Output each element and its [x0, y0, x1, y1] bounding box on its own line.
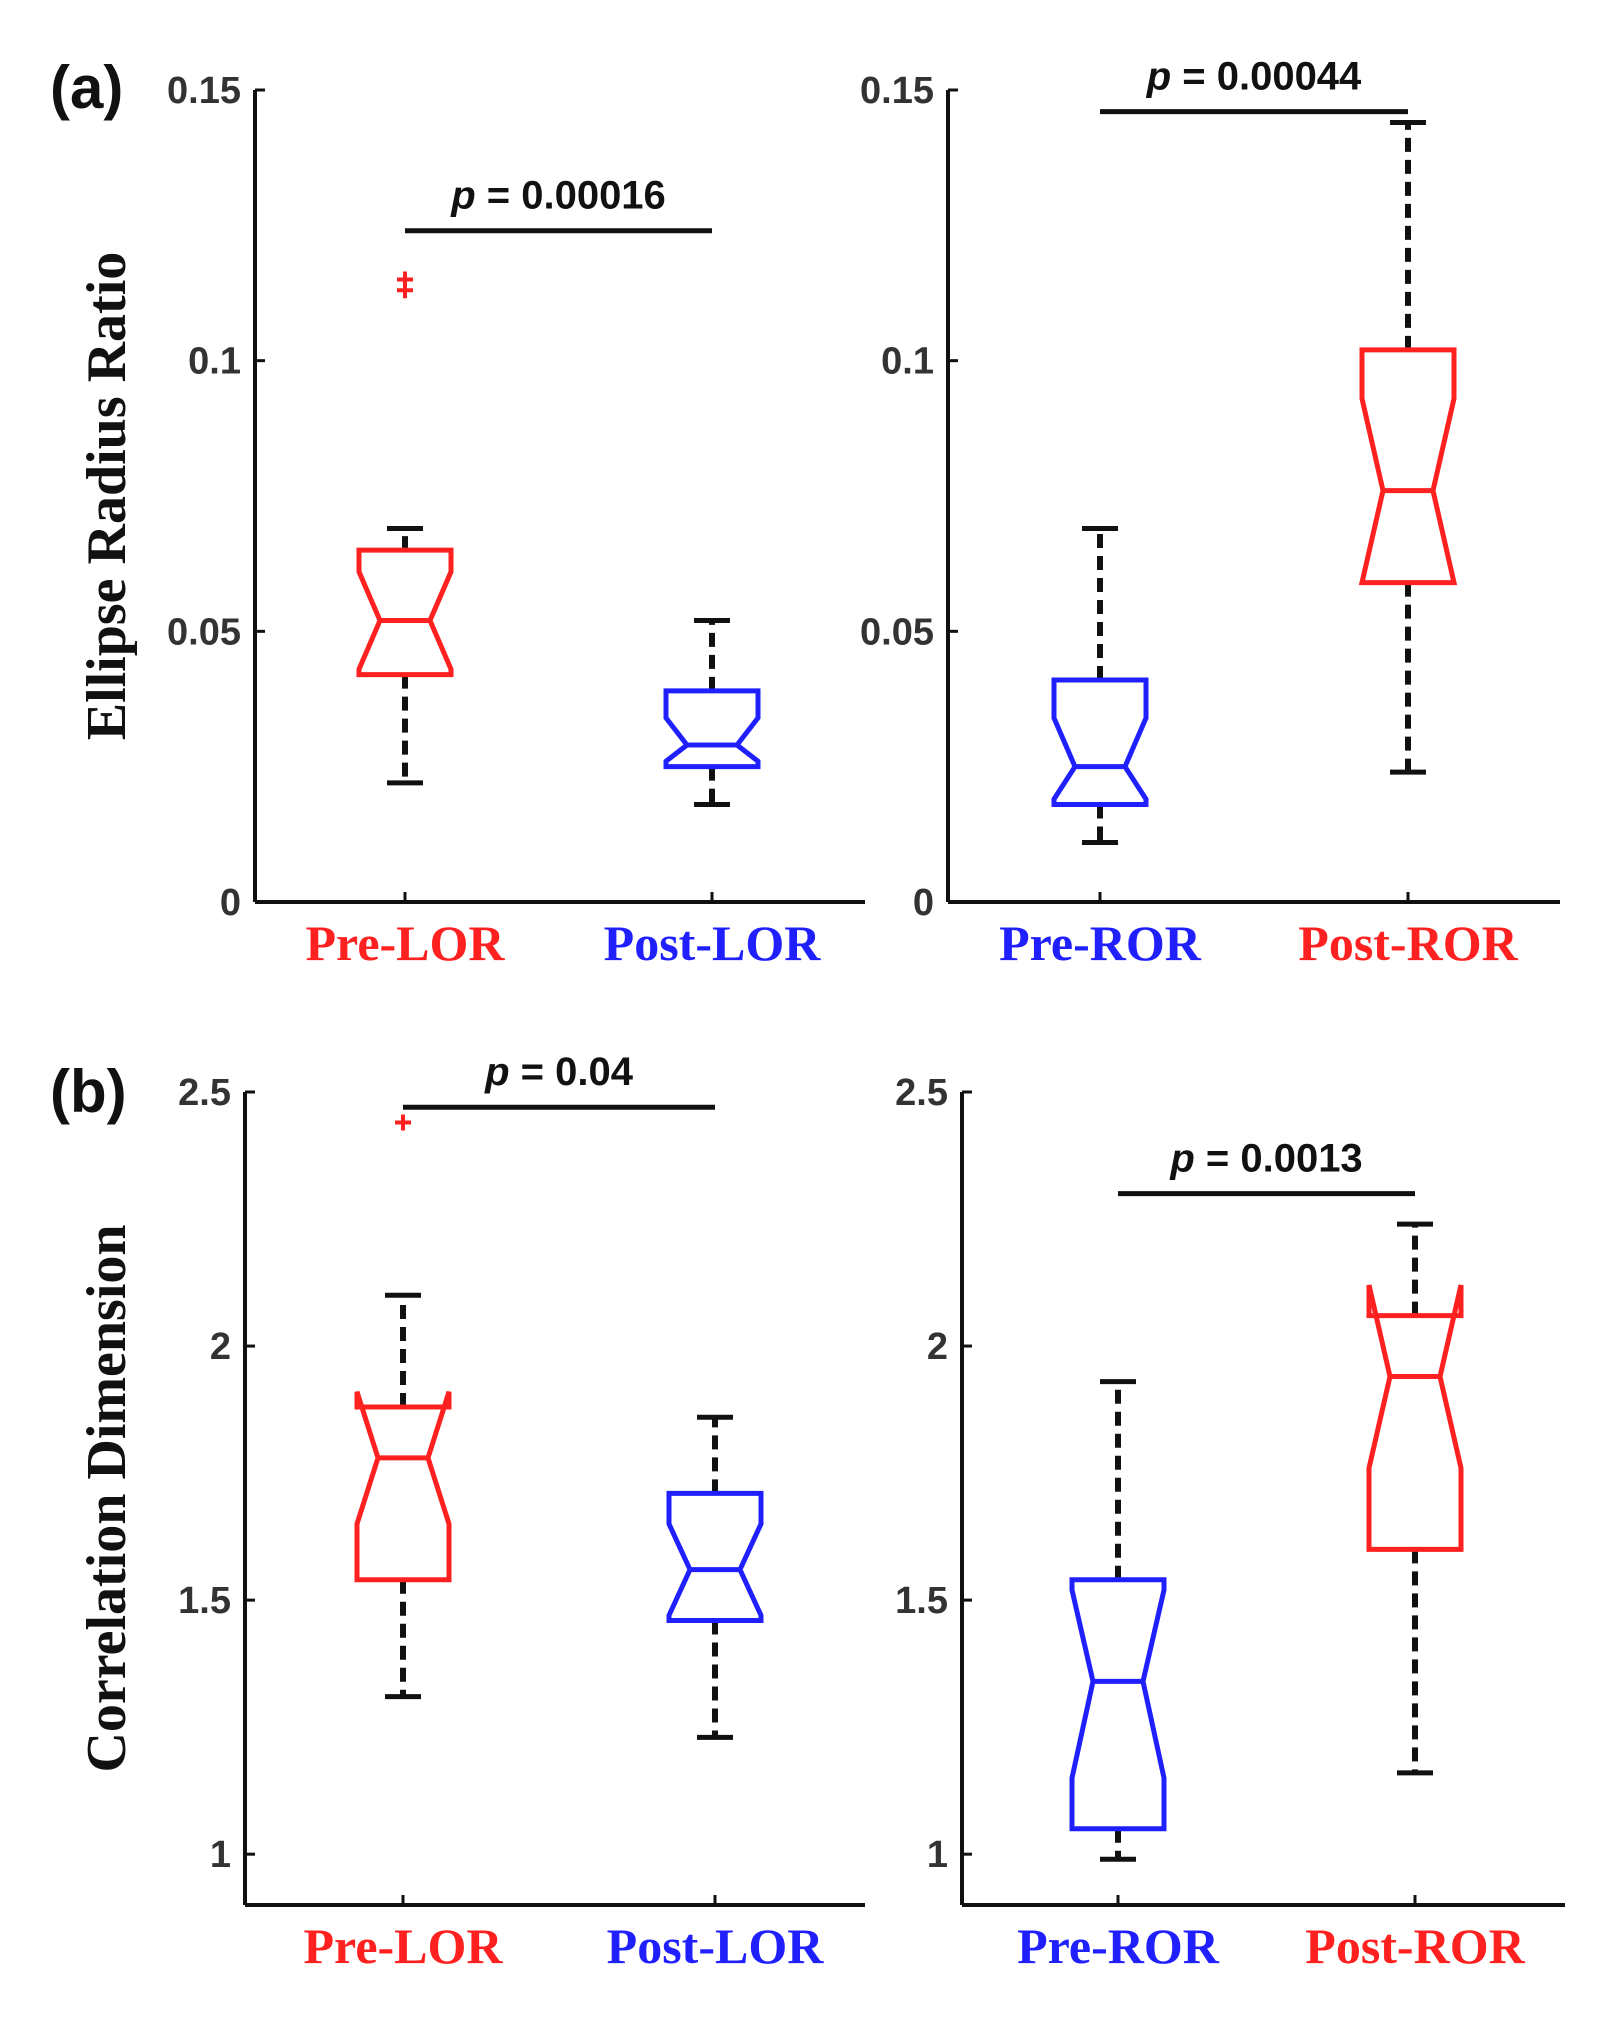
box-pre-lor	[356, 271, 454, 786]
y-tick-label: 2	[210, 1326, 231, 1368]
p-value-label: p = 0.00044	[1146, 55, 1362, 99]
y-tick-label: 1.5	[895, 1580, 948, 1622]
panel-label: (b)	[50, 1058, 127, 1125]
category-label: Pre-LOR	[303, 1918, 503, 1974]
category-label: Post-ROR	[1305, 1918, 1525, 1974]
category-label: Post-ROR	[1298, 915, 1518, 971]
box-post-ror	[1358, 119, 1458, 775]
box-pre-ror	[1051, 525, 1149, 845]
y-tick-label: 0.1	[881, 341, 934, 383]
outlier	[395, 1114, 411, 1131]
box-post-lor	[663, 618, 761, 808]
notched-box	[663, 688, 761, 770]
box-pre-lor	[354, 1114, 452, 1700]
y-tick-label: 0.05	[167, 611, 241, 653]
y-tick-label: 2.5	[895, 1072, 948, 1114]
y-tick-label: 1	[210, 1834, 231, 1876]
y-tick-label: 0.05	[860, 611, 934, 653]
category-label: Post-LOR	[604, 915, 822, 971]
y-tick-label: 0	[220, 882, 241, 924]
category-label: Pre-ROR	[1017, 1918, 1220, 1974]
panel-4: 1 1.5 2 2.5 Pre-ROR Post-ROR p = 0.0013	[895, 1072, 1565, 1974]
p-value-label: p = 0.00016	[450, 174, 666, 218]
notched-box	[1358, 347, 1458, 586]
panel-label: (a)	[50, 54, 123, 121]
notched-box	[354, 1391, 452, 1583]
notched-box	[1069, 1577, 1167, 1832]
y-tick-label: 1.5	[178, 1580, 231, 1622]
category-label: Pre-ROR	[999, 915, 1202, 971]
panel-3: 1 1.5 2 2.5 Pre-LOR Post-LOR p = 0.04 (b) Correl…	[50, 1050, 865, 1974]
y-axis-label: Correlation Dimension	[76, 1224, 138, 1772]
box-post-ror	[1366, 1221, 1464, 1776]
box-post-lor	[666, 1414, 764, 1740]
y-tick-label: 0.15	[167, 70, 241, 112]
y-tick-label: 1	[927, 1834, 948, 1876]
notched-box	[1366, 1284, 1464, 1552]
y-tick-label: 2	[927, 1326, 948, 1368]
y-tick-label: 0.15	[860, 70, 934, 112]
notched-box	[356, 547, 454, 678]
panel-1: 0 0.05 0.1 0.15 Pre-LOR Post-LOR p = 0.00016 (a…	[50, 54, 865, 971]
y-tick-label: 0.1	[188, 341, 241, 383]
category-label: Pre-LOR	[305, 915, 505, 971]
notched-box	[1051, 677, 1149, 808]
box-pre-ror	[1069, 1379, 1167, 1862]
outlier	[397, 282, 413, 299]
y-tick-label: 2.5	[178, 1072, 231, 1114]
p-value-label: p = 0.04	[484, 1050, 634, 1094]
panel-2: 0 0.05 0.1 0.15 Pre-ROR Post-ROR p = 0.00044	[860, 55, 1560, 971]
category-label: Post-LOR	[607, 1918, 825, 1974]
y-tick-label: 0	[913, 882, 934, 924]
y-axis-label: Ellipse Radius Ratio	[76, 252, 138, 741]
notched-box	[666, 1490, 764, 1623]
p-value-label: p = 0.0013	[1169, 1137, 1362, 1181]
